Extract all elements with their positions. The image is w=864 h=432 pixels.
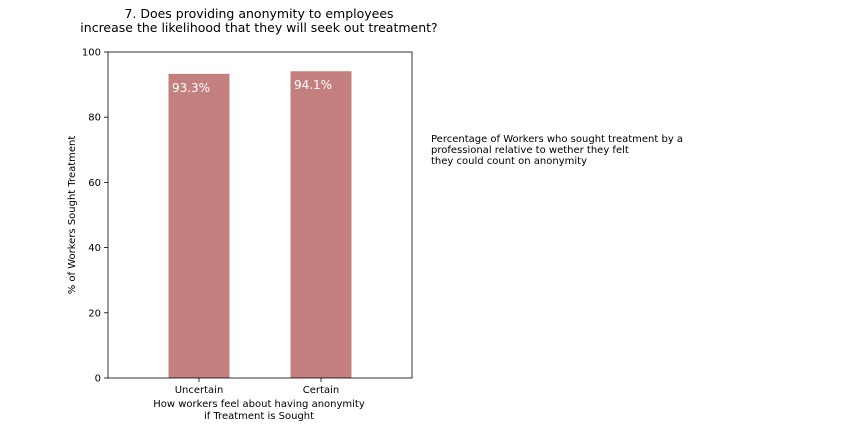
y-tick-label: 20 <box>88 308 101 319</box>
x-tick-label-certain: Certain <box>303 385 339 396</box>
y-tick-label: 80 <box>88 113 101 124</box>
bar-value-label: 93.3% <box>172 81 210 95</box>
chart-annotation: Percentage of Workers who sought treatme… <box>431 134 684 167</box>
y-tick-label: 40 <box>88 243 101 254</box>
plot-frame <box>107 51 413 379</box>
y-tick-label: 100 <box>82 48 101 59</box>
chart-title-line-2: increase the likelihood that they will s… <box>80 20 437 35</box>
chart-title-line-1: 7. Does providing anonymity to employees <box>124 6 393 21</box>
x-tick-label-uncertain: Uncertain <box>175 385 224 396</box>
y-axis-label: % of Workers Sought Treatment <box>67 136 78 295</box>
y-tick-label: 0 <box>95 374 101 385</box>
bar-certain <box>290 71 352 378</box>
bar-value-label: 94.1% <box>294 78 332 92</box>
x-ticks-layer: Uncertain Certain <box>175 378 339 396</box>
x-axis-label-line-1: How workers feel about having anonymity <box>153 399 365 410</box>
bars-layer: 93.3% 94.1% <box>168 71 352 378</box>
y-tick-label: 60 <box>88 178 101 189</box>
x-axis-label-line-2: if Treatment is Sought <box>204 411 314 422</box>
bar-uncertain <box>168 73 230 378</box>
y-ticks-layer: 0 20 40 60 80 100 <box>82 48 108 385</box>
